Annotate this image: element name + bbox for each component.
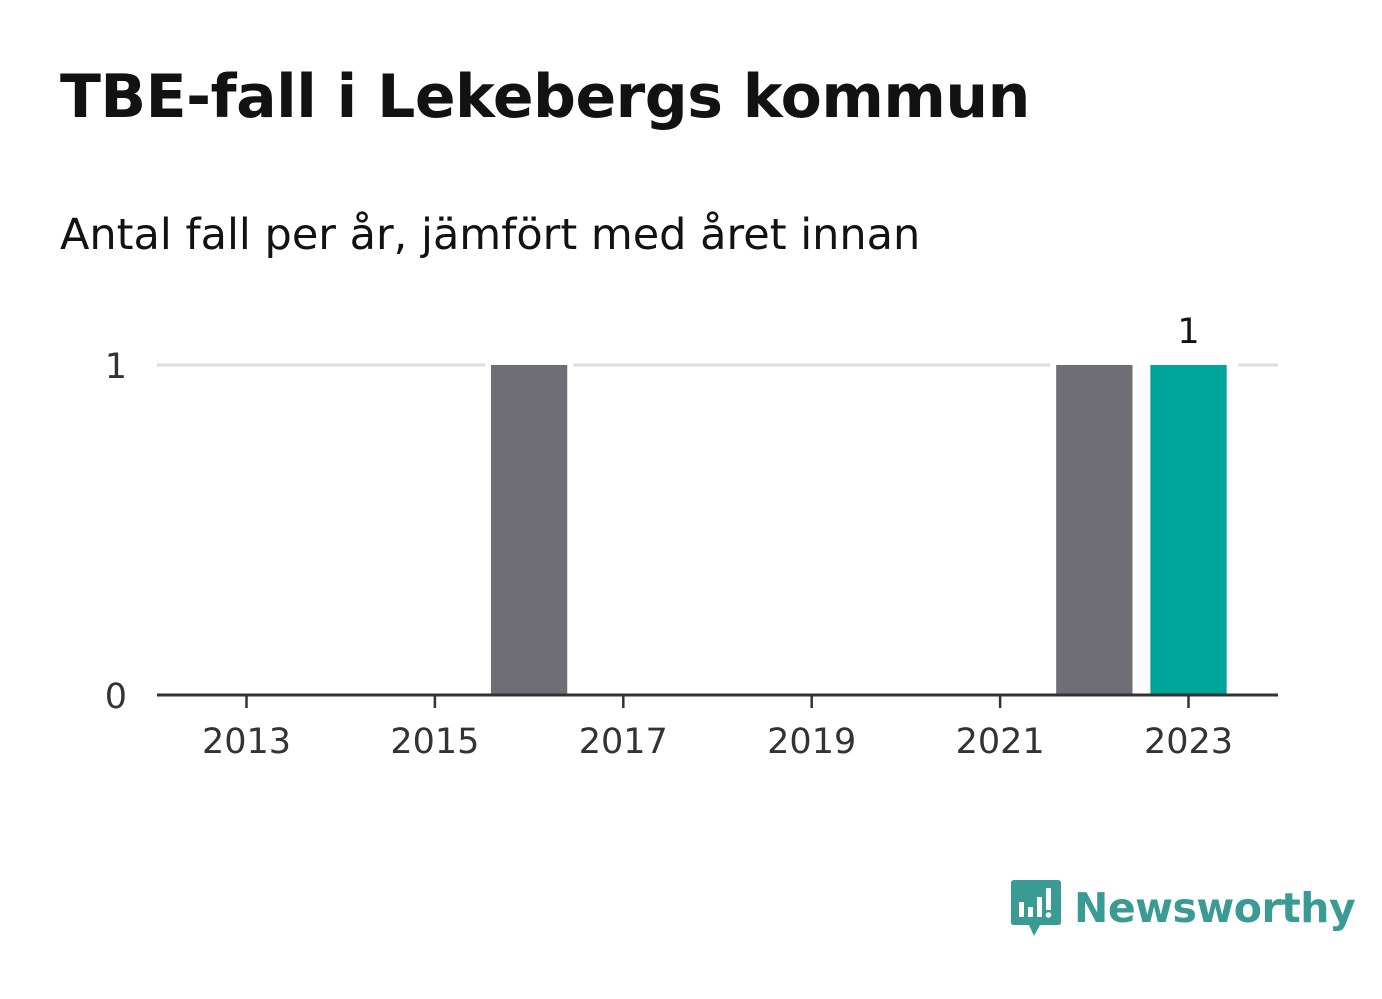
data-labels: 1	[1177, 312, 1199, 352]
newsworthy-logo-icon	[1011, 880, 1061, 936]
bars	[484, 361, 1239, 695]
x-tick-label: 2019	[767, 722, 856, 762]
chart-title: TBE-fall i Lekebergs kommun	[60, 62, 1030, 132]
x-tick-label: 2013	[202, 722, 291, 762]
x-tick-label: 2017	[579, 722, 668, 762]
data-label: 1	[1177, 312, 1199, 352]
bar	[1056, 365, 1133, 695]
y-axis-ticks: 01	[105, 347, 127, 717]
y-tick-label: 0	[105, 677, 127, 717]
y-tick-label: 1	[105, 347, 127, 387]
newsworthy-brand[interactable]: Newsworthy	[1010, 878, 1356, 938]
bar	[490, 365, 568, 695]
x-axis-ticks: 2013 2015 2017 2019 2021 2023	[202, 695, 1233, 762]
x-tick-label: 2015	[390, 722, 479, 762]
x-tick-label: 2023	[1144, 722, 1233, 762]
x-tick-label: 2021	[956, 722, 1045, 762]
brand-name: Newsworthy	[1074, 884, 1356, 932]
chart-subtitle: Antal fall per år, jämfört med året inna…	[60, 210, 921, 260]
bar-highlight	[1150, 365, 1227, 695]
bar-chart: 2013 2015 2017 2019 2021 2023 01 1	[105, 312, 1278, 762]
